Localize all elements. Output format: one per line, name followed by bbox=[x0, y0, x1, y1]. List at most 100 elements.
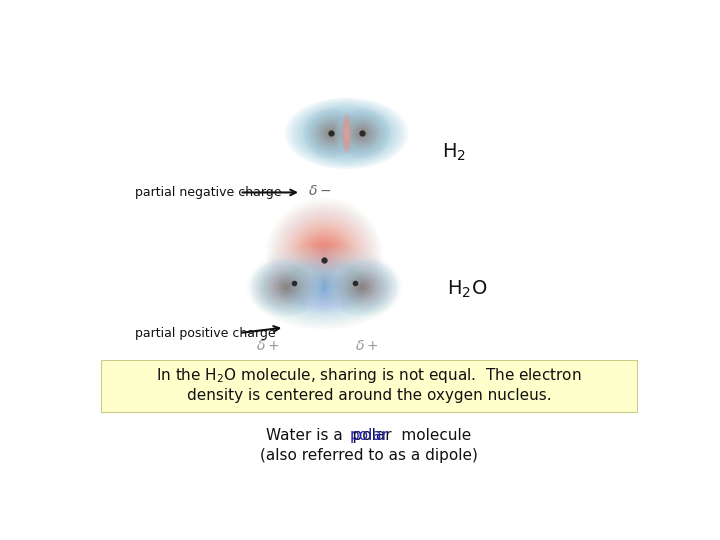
Ellipse shape bbox=[311, 116, 351, 152]
Ellipse shape bbox=[309, 113, 354, 153]
Ellipse shape bbox=[343, 118, 350, 149]
Ellipse shape bbox=[340, 113, 384, 153]
Ellipse shape bbox=[346, 127, 348, 140]
Ellipse shape bbox=[342, 116, 382, 152]
Ellipse shape bbox=[361, 132, 364, 134]
Ellipse shape bbox=[348, 120, 377, 146]
Text: Water is a  polar  molecule: Water is a polar molecule bbox=[266, 428, 472, 443]
Ellipse shape bbox=[304, 109, 359, 158]
Ellipse shape bbox=[343, 119, 350, 148]
Ellipse shape bbox=[350, 122, 375, 145]
Ellipse shape bbox=[344, 122, 349, 145]
Ellipse shape bbox=[325, 129, 337, 138]
Ellipse shape bbox=[308, 113, 354, 154]
Ellipse shape bbox=[338, 112, 387, 155]
Ellipse shape bbox=[310, 114, 353, 153]
Ellipse shape bbox=[305, 110, 357, 157]
Ellipse shape bbox=[351, 124, 374, 144]
Ellipse shape bbox=[306, 111, 356, 156]
Ellipse shape bbox=[337, 111, 387, 156]
Ellipse shape bbox=[319, 123, 343, 144]
Ellipse shape bbox=[343, 113, 351, 154]
Ellipse shape bbox=[315, 120, 346, 147]
Ellipse shape bbox=[330, 133, 332, 134]
Ellipse shape bbox=[360, 132, 364, 136]
Ellipse shape bbox=[336, 110, 389, 157]
Ellipse shape bbox=[355, 126, 370, 140]
Ellipse shape bbox=[310, 114, 352, 152]
Ellipse shape bbox=[354, 125, 372, 141]
Ellipse shape bbox=[361, 133, 363, 134]
Ellipse shape bbox=[330, 132, 333, 134]
Ellipse shape bbox=[346, 130, 347, 137]
Ellipse shape bbox=[343, 117, 381, 150]
FancyBboxPatch shape bbox=[101, 360, 637, 412]
Ellipse shape bbox=[346, 131, 347, 136]
Ellipse shape bbox=[344, 117, 380, 150]
Ellipse shape bbox=[324, 127, 338, 140]
Ellipse shape bbox=[343, 116, 350, 151]
Ellipse shape bbox=[329, 132, 333, 136]
Ellipse shape bbox=[359, 130, 366, 137]
Ellipse shape bbox=[347, 120, 378, 147]
Ellipse shape bbox=[322, 125, 340, 141]
Ellipse shape bbox=[334, 109, 390, 158]
Ellipse shape bbox=[321, 125, 341, 142]
Ellipse shape bbox=[345, 126, 348, 141]
Ellipse shape bbox=[343, 114, 351, 152]
Text: partial positive charge: partial positive charge bbox=[135, 327, 275, 340]
Ellipse shape bbox=[326, 129, 336, 138]
Text: $\delta-$: $\delta-$ bbox=[307, 184, 331, 198]
Text: $\delta+$: $\delta+$ bbox=[355, 339, 379, 353]
Ellipse shape bbox=[303, 109, 359, 158]
Ellipse shape bbox=[312, 116, 351, 151]
Ellipse shape bbox=[313, 117, 349, 150]
Ellipse shape bbox=[345, 124, 348, 143]
Text: In the H$_2$O molecule, sharing is not equal.  The electron: In the H$_2$O molecule, sharing is not e… bbox=[156, 366, 582, 386]
Ellipse shape bbox=[341, 114, 384, 153]
Ellipse shape bbox=[312, 117, 350, 150]
Ellipse shape bbox=[315, 119, 347, 148]
Ellipse shape bbox=[346, 129, 348, 138]
Ellipse shape bbox=[348, 121, 377, 146]
Text: $\delta+$: $\delta+$ bbox=[256, 339, 279, 353]
Ellipse shape bbox=[341, 114, 383, 152]
Ellipse shape bbox=[316, 120, 346, 146]
Ellipse shape bbox=[344, 120, 349, 147]
Ellipse shape bbox=[353, 125, 372, 142]
Ellipse shape bbox=[354, 126, 371, 141]
Text: polar: polar bbox=[349, 428, 389, 443]
Ellipse shape bbox=[339, 113, 385, 154]
Ellipse shape bbox=[359, 131, 365, 136]
Ellipse shape bbox=[346, 119, 378, 148]
Ellipse shape bbox=[325, 128, 338, 139]
Ellipse shape bbox=[328, 130, 335, 137]
Text: (also referred to as a dipole): (also referred to as a dipole) bbox=[260, 448, 478, 463]
Text: partial negative charge: partial negative charge bbox=[135, 186, 281, 199]
Ellipse shape bbox=[356, 129, 368, 138]
Text: density is centered around the oxygen nucleus.: density is centered around the oxygen nu… bbox=[186, 388, 552, 403]
Ellipse shape bbox=[323, 126, 339, 141]
Ellipse shape bbox=[344, 121, 349, 146]
Ellipse shape bbox=[346, 118, 379, 149]
Ellipse shape bbox=[318, 122, 344, 145]
Ellipse shape bbox=[320, 124, 342, 144]
Ellipse shape bbox=[338, 112, 386, 154]
Ellipse shape bbox=[328, 131, 334, 136]
Ellipse shape bbox=[345, 123, 348, 144]
Ellipse shape bbox=[343, 117, 350, 150]
Text: H$_2$: H$_2$ bbox=[441, 141, 466, 163]
Ellipse shape bbox=[335, 109, 390, 158]
Ellipse shape bbox=[315, 118, 348, 149]
Ellipse shape bbox=[317, 121, 345, 146]
Ellipse shape bbox=[314, 118, 348, 149]
Ellipse shape bbox=[349, 122, 376, 145]
Ellipse shape bbox=[343, 113, 351, 153]
Ellipse shape bbox=[307, 112, 356, 155]
Ellipse shape bbox=[318, 122, 343, 145]
Ellipse shape bbox=[346, 128, 348, 139]
Ellipse shape bbox=[351, 123, 374, 144]
Ellipse shape bbox=[343, 116, 382, 151]
Ellipse shape bbox=[356, 127, 369, 140]
Ellipse shape bbox=[345, 125, 348, 141]
